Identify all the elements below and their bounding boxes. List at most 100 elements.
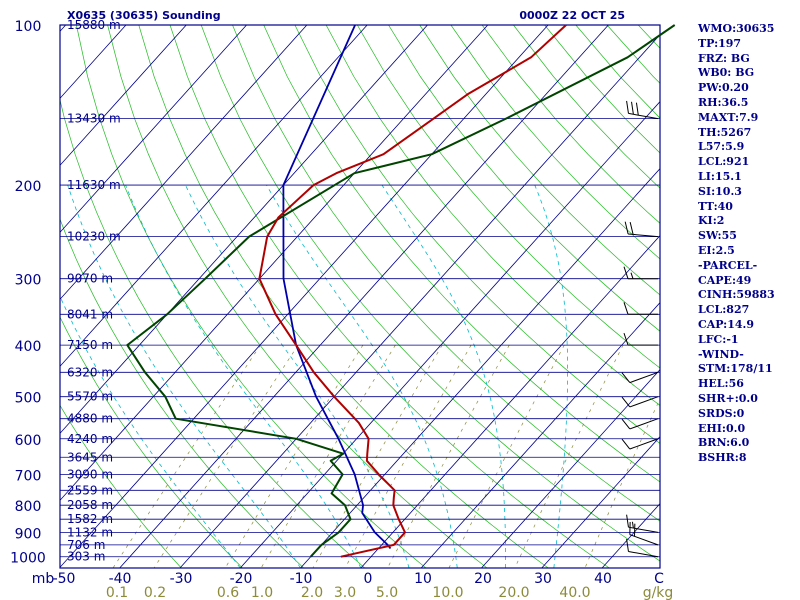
mixing-ratio-tick-label: 20.0 xyxy=(498,585,529,600)
dry-adiabat xyxy=(60,218,304,568)
dry-adiabat xyxy=(294,25,660,444)
index-item: LCL:827 xyxy=(698,303,750,317)
pressure-tick-label: 500 xyxy=(15,391,42,407)
wind-barb xyxy=(623,266,658,280)
moist-adiabat xyxy=(266,184,458,568)
pressure-tick-label: 1000 xyxy=(10,551,46,567)
mixing-ratio-tick-label: 1.0 xyxy=(251,585,273,600)
dry-adiabat xyxy=(356,25,660,369)
wind-barb xyxy=(626,100,659,120)
mixing-ratio-unit-label: g/kg xyxy=(643,585,674,600)
wind-barb-flag xyxy=(631,101,634,115)
wind-barb-flag xyxy=(623,302,629,315)
temperature-tick-label: -30 xyxy=(170,571,193,587)
mixing-ratio-line xyxy=(224,344,364,568)
wind-barb-flag xyxy=(626,538,629,552)
index-item: EI:2.5 xyxy=(698,243,735,257)
isotherm xyxy=(60,25,549,568)
index-item: TH:5267 xyxy=(698,125,752,139)
wind-barb-half xyxy=(630,272,634,279)
moist-adiabat xyxy=(125,184,362,568)
wind-barb-shaft xyxy=(629,396,659,408)
isotherm xyxy=(360,235,660,568)
isotherm xyxy=(541,436,660,568)
dry-adiabat xyxy=(60,404,182,568)
wind-barb-half xyxy=(631,521,634,529)
index-item: L57:5.9 xyxy=(698,140,745,154)
height-label: 2058 m xyxy=(67,498,113,512)
dry-adiabat xyxy=(325,25,660,406)
mixing-ratio-tick-label: 5.0 xyxy=(376,585,398,600)
mixing-ratio-line xyxy=(312,344,443,568)
index-item: SRDS:0 xyxy=(698,406,745,420)
moist-adiabat xyxy=(60,295,241,568)
wind-barb-flag xyxy=(626,100,629,114)
mixing-ratio-line xyxy=(387,344,510,568)
height-label: 2559 m xyxy=(67,483,113,497)
mixing-ratio-tick-label: 2.0 xyxy=(301,585,323,600)
dry-adiabat xyxy=(200,25,660,562)
wind-barb-flag xyxy=(621,438,631,450)
height-label: 6320 m xyxy=(67,365,113,379)
wind-barb-flag xyxy=(621,372,631,383)
height-label: 303 m xyxy=(67,550,105,564)
wind-barb-flag xyxy=(623,266,629,279)
wind-barb xyxy=(626,514,659,533)
index-item: -WIND- xyxy=(698,347,744,361)
wind-barb xyxy=(621,418,659,430)
wind-barb xyxy=(623,302,658,315)
wind-barb-flag xyxy=(626,514,629,528)
index-item: CAPE:49 xyxy=(698,273,752,287)
isotherm xyxy=(60,25,428,434)
index-item: BRN:6.0 xyxy=(698,436,750,450)
index-item: WB0: BG xyxy=(698,66,755,80)
mixing-ratio-tick-label: 0.1 xyxy=(106,585,128,600)
wind-barb-flag xyxy=(629,221,634,235)
index-item: TT:40 xyxy=(698,199,733,213)
mixing-ratio-line xyxy=(153,344,299,568)
isotherm xyxy=(60,25,187,166)
mixing-ratio-line xyxy=(584,398,660,568)
index-item: LI:15.1 xyxy=(698,169,742,183)
pressure-unit-label: mb xyxy=(32,571,55,587)
isotherm xyxy=(481,369,660,568)
height-label: 7150 m xyxy=(67,338,113,352)
height-label: 5570 m xyxy=(67,390,113,404)
valid-time: 0000Z 22 OCT 25 xyxy=(519,9,625,22)
parcel-trace-line xyxy=(282,24,392,550)
isotherm xyxy=(60,25,308,300)
temperature-tick-label: 40 xyxy=(594,571,612,587)
height-label: 8041 m xyxy=(67,307,113,321)
dewpoint-line xyxy=(126,24,676,558)
dry-adiabat xyxy=(263,25,660,483)
temperature-tick-label: 10 xyxy=(414,571,432,587)
isotherm xyxy=(0,25,5,568)
isotherm xyxy=(239,101,660,568)
temperature-tick-label: -40 xyxy=(109,571,132,587)
temperature-line xyxy=(258,24,567,558)
index-item: -PARCEL- xyxy=(698,258,758,272)
index-item: CINH:59883 xyxy=(698,288,775,302)
mixing-ratio-line xyxy=(514,344,624,568)
dry-adiabat xyxy=(169,25,610,568)
index-item: CAP:14.9 xyxy=(698,317,755,331)
height-label: 706 m xyxy=(67,538,105,552)
temperature-tick-label: -10 xyxy=(290,571,313,587)
dry-adiabat xyxy=(419,25,660,296)
temperature-tick-label: -20 xyxy=(230,571,253,587)
dry-adiabat xyxy=(60,98,365,568)
wind-barb-shaft xyxy=(629,371,659,384)
wind-barb xyxy=(621,371,659,384)
isotherm xyxy=(179,34,660,568)
wind-barb-shaft xyxy=(629,438,659,450)
index-item: MAXT:7.9 xyxy=(698,110,759,124)
index-item: PW:0.20 xyxy=(698,81,749,95)
index-item: LCL:921 xyxy=(698,155,750,169)
index-item: BSHR:8 xyxy=(698,451,747,465)
wind-barb xyxy=(624,221,659,238)
height-label: 3645 m xyxy=(67,450,113,464)
pressure-tick-label: 600 xyxy=(15,433,42,449)
mixing-ratio-tick-label: 10.0 xyxy=(432,585,463,600)
pressure-tick-label: 100 xyxy=(15,19,42,35)
